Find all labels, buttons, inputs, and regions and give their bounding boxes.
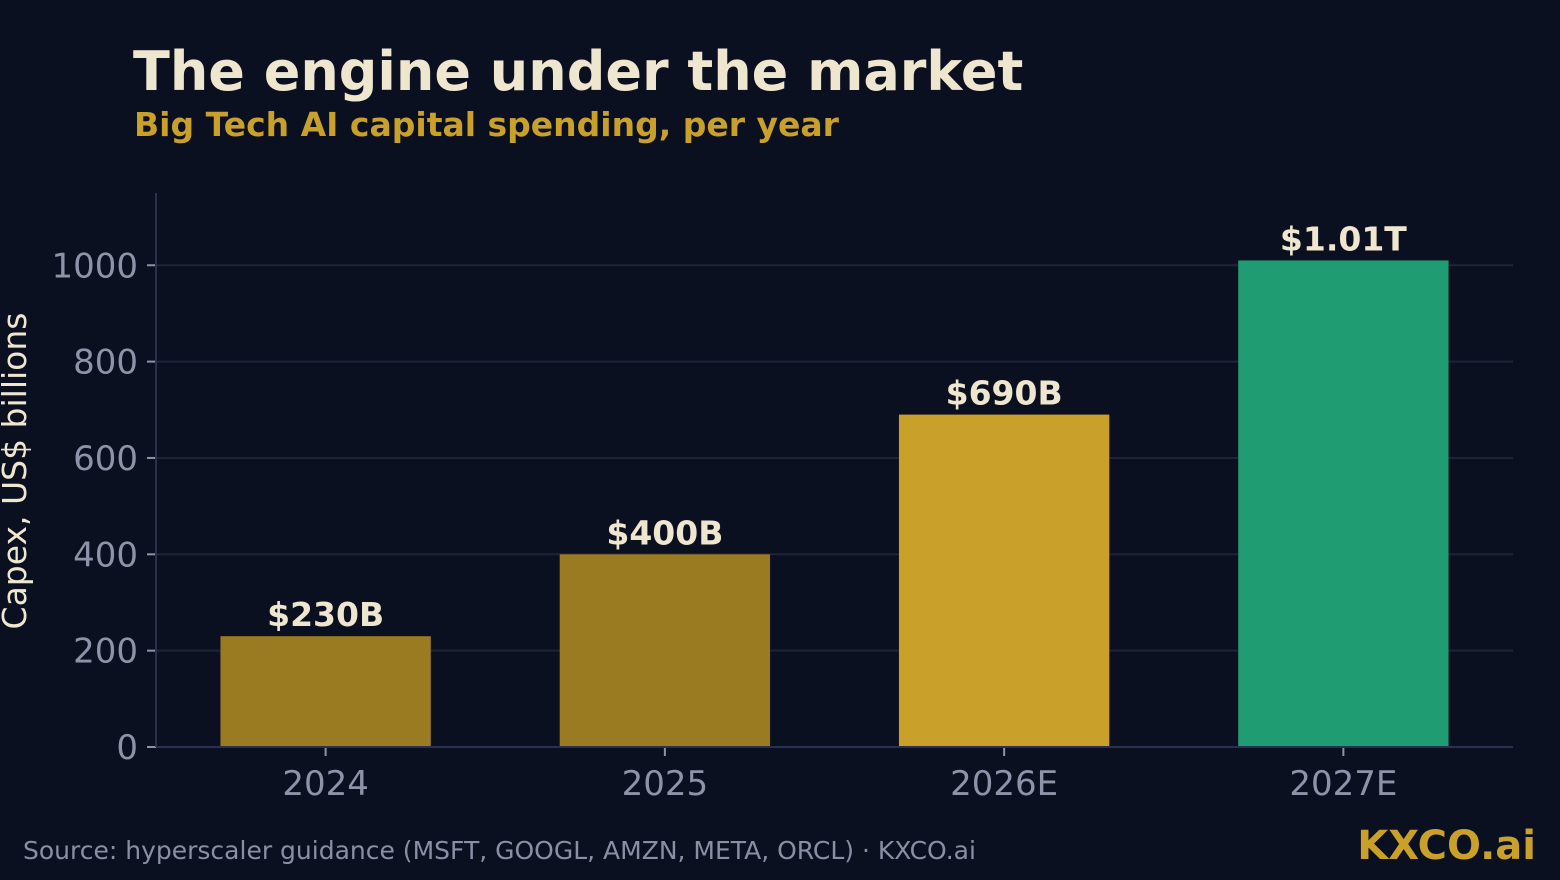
bar-2025 <box>559 554 771 747</box>
bar-2027e <box>1238 260 1449 747</box>
axes <box>147 193 1513 756</box>
brand-logo-text: KXCO.ai <box>1357 823 1536 869</box>
bar-2024 <box>220 636 431 747</box>
data-label: $1.01T <box>1280 219 1407 258</box>
x-tick-label: 2027E <box>1289 764 1397 804</box>
data-label: $400B <box>606 513 723 552</box>
source-note: Source: hyperscaler guidance (MSFT, GOOG… <box>23 836 976 865</box>
data-label: $690B <box>946 374 1063 413</box>
labels: 0 200 400 600 800 1000 $230B 2024 $400B 2025 $690B… <box>51 219 1407 804</box>
y-tick-label: 600 <box>73 439 138 479</box>
data-label: $230B <box>267 595 384 634</box>
chart-subtitle: Big Tech AI capital spending, per year <box>134 105 839 144</box>
y-axis-label: Capex, US$ billions <box>0 313 34 630</box>
x-tick-label: 2026E <box>950 764 1058 804</box>
bars <box>220 260 1449 747</box>
y-tick-label: 400 <box>73 535 138 575</box>
y-tick-label: 200 <box>73 632 138 672</box>
x-tick-label: 2024 <box>282 764 369 804</box>
x-tick-label: 2025 <box>622 764 709 804</box>
bar-2026e <box>898 414 1110 747</box>
chart-title: The engine under the market <box>133 40 1024 103</box>
y-tick-label: 800 <box>73 343 138 383</box>
y-tick-label: 0 <box>116 728 138 768</box>
y-tick-label: 1000 <box>51 246 138 286</box>
